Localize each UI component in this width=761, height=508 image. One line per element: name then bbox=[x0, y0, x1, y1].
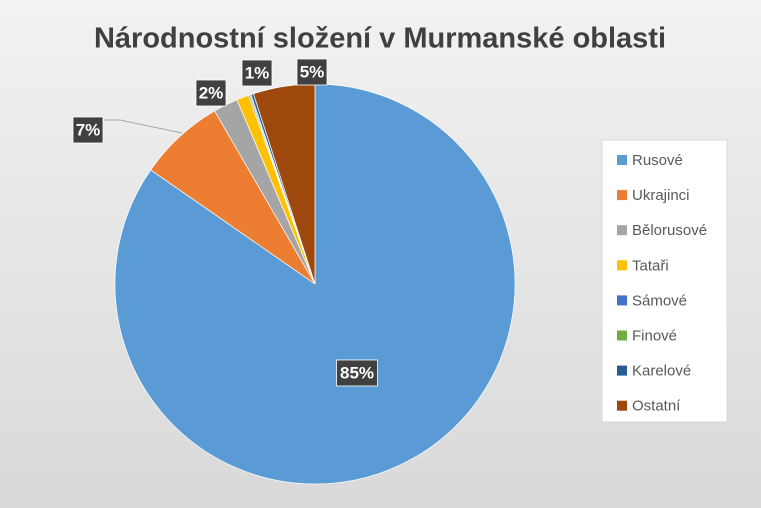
legend-label: Ukrajinci bbox=[632, 187, 690, 204]
legend-label: Tataři bbox=[632, 257, 669, 274]
label-box bbox=[241, 59, 273, 87]
legend-swatch bbox=[617, 295, 627, 306]
legend-swatch bbox=[617, 190, 627, 201]
legend-label: Rusové bbox=[632, 152, 683, 169]
legend-swatch bbox=[617, 225, 627, 236]
chart-title: Národnostní složení v Murmanské oblasti bbox=[94, 23, 666, 55]
legend-swatch bbox=[617, 400, 627, 411]
legend-label: Finové bbox=[632, 327, 677, 344]
legend-swatch bbox=[617, 330, 627, 341]
label-box bbox=[72, 116, 104, 144]
data-label: 1% bbox=[245, 63, 270, 82]
data-label: 5% bbox=[300, 62, 325, 81]
legend-swatch bbox=[617, 365, 627, 376]
legend-box bbox=[601, 139, 728, 423]
legend-swatch bbox=[617, 155, 627, 165]
legend: Rusové Ukrajinci Bělorusové Tataři Sámové Fin… bbox=[617, 152, 707, 415]
label-box bbox=[195, 79, 227, 107]
data-label: 85% bbox=[340, 363, 374, 382]
data-label: 2% bbox=[199, 83, 224, 102]
legend-label: Ostatní bbox=[632, 398, 681, 415]
legend-label: Sámové bbox=[632, 292, 687, 309]
leader-line bbox=[104, 119, 183, 134]
label-box bbox=[296, 58, 328, 86]
legend-swatch bbox=[617, 260, 627, 271]
legend-label: Bělorusové bbox=[632, 222, 707, 239]
label-box bbox=[336, 359, 378, 387]
legend-label: Karelové bbox=[632, 363, 691, 380]
pie bbox=[114, 83, 516, 485]
data-labels: 85% 7% 2% 1% 5% bbox=[72, 58, 378, 387]
data-label: 7% bbox=[76, 120, 101, 139]
